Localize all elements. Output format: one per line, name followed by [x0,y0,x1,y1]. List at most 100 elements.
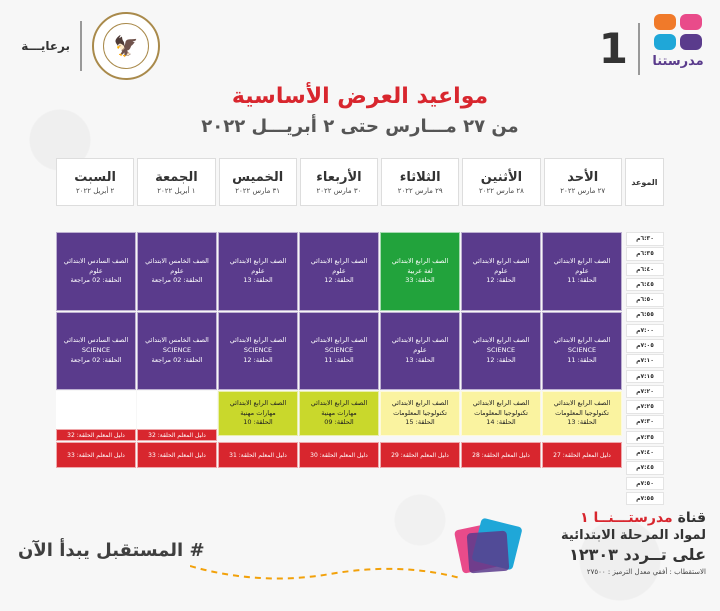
cell-episode: الحلقة: 02 مراجعة [70,276,122,285]
program-cell[interactable]: الصف الرابع الابتدائي SCIENCE الحلقة: 12 [218,312,298,390]
cell-episode: الحلقة: 15 [405,418,435,427]
time-slot: ٧:٢٥م [626,400,664,414]
cell-grade: الصف الخامس الابتدائي [145,336,209,345]
cell-episode: الحلقة: 10 [243,418,273,427]
cell-grade: الصف الرابع الابتدائي [391,256,449,265]
cell-grade: الصف الرابع الابتدائي [310,398,368,407]
cell-episode: الحلقة: 12 [243,355,273,364]
channel-frequency: على تــردد ١٢٣٠٣ [569,545,706,564]
program-cell[interactable]: الصف الرابع الابتدائي علوم الحلقة: 13 [380,312,460,390]
teacher-guide-cell[interactable]: دليل المعلم الحلقة: 30 [299,442,379,468]
teacher-guide-cell[interactable]: دليل المعلم الحلقة: 33 [137,442,217,468]
program-cell[interactable]: الصف الرابع الابتدائي تكنولوجيا المعلومات… [380,391,460,436]
cell-episode: الحلقة: 13 [405,355,435,364]
cell-episode: الحلقة: 02 مراجعة [151,276,203,285]
cell-episode: الحلقة: 13 [243,276,273,285]
cell-subject: SCIENCE [324,346,354,355]
program-cell[interactable]: الصف الرابع الابتدائي تكنولوجيا المعلومات… [461,391,541,436]
schedule-header-row: الموعد الأحد ٢٧ مارس ٢٠٢٢ الأثنين ٢٨ مارس … [55,158,664,206]
cell-subject: علوم [89,266,103,275]
teacher-guide-cell[interactable]: دليل المعلم الحلقة: 28 [461,442,541,468]
cell-grade: الصف الرابع الابتدائي [229,398,287,407]
cell-subject: SCIENCE [162,346,192,355]
cell-subject: مهارات مهنية [321,408,357,417]
program-cell[interactable]: الصف الرابع الابتدائي مهارات مهنية الحلقة:… [299,391,379,436]
time-slot: ٧:٠٠م [626,323,664,338]
cell-grade: الصف الرابع الابتدائي [229,336,287,345]
program-cell[interactable]: الصف الخامس الابتدائي علوم الحلقة: 02 مراج… [137,232,217,311]
time-slot: ٧:٢٠م [626,384,664,399]
program-cell[interactable]: الصف الرابع الابتدائي علوم الحلقة: 13 [218,232,298,311]
logo-tile [654,34,676,50]
program-cell[interactable]: الصف الرابع الابتدائي SCIENCE الحلقة: 12 [461,312,541,390]
cell-episode: الحلقة: 11 [567,276,597,285]
program-cell[interactable]: الصف الرابع الابتدائي علوم الحلقة: 12 [461,232,541,311]
cell-episode: الحلقة: 02 مراجعة [70,355,122,364]
logo-divider [638,23,640,75]
books-icon [454,518,522,574]
program-cell[interactable]: الصف السادس الابتدائي SCIENCE الحلقة: 02 م… [56,312,136,390]
teacher-guide-cell[interactable]: دليل المعلم الحلقة: 32 [56,429,136,441]
page-title: مواعيد العرض الأساسية [231,84,489,109]
ministry-emblem: 🦅 [92,12,160,80]
day-date: ١ أبريل ٢٠٢٢ [157,186,196,195]
cell-grade: الصف الرابع الابتدائي [553,336,611,345]
program-cell[interactable]: الصف الرابع الابتدائي علوم الحلقة: 12 [299,232,379,311]
logo-tile [654,14,676,30]
cell-subject: تكنولوجيا المعلومات [555,408,609,417]
cell-grade: الصف الرابع الابتدائي [229,256,287,265]
day-date: ٢٨ مارس ٢٠٢٢ [479,186,524,195]
program-cell[interactable]: الصف الرابع الابتدائي علوم الحلقة: 11 [542,232,622,311]
cell-subject: علوم [332,266,346,275]
cell-episode: الحلقة: 33 [405,276,435,285]
empty-cell [56,391,136,429]
time-slot: ٦:٥٠م [626,293,664,307]
channel-audience: لمواد المرحلة الابتدائية [561,528,706,543]
time-slot: ٦:٤٠م [626,262,664,277]
time-slot: ٧:١٥م [626,369,664,384]
cell-subject: تكنولوجيا المعلومات [393,408,447,417]
cell-subject: علوم [251,266,265,275]
program-cell[interactable]: الصف الرابع الابتدائي تكنولوجيا المعلومات… [542,391,622,436]
dashed-path-decoration [190,565,460,580]
schedule-table: الموعد الأحد ٢٧ مارس ٢٠٢٢ الأثنين ٢٨ مارس … [55,158,664,506]
teacher-guide-cell[interactable]: دليل المعلم الحلقة: 32 [137,429,217,441]
time-slot: ٧:١٠م [626,354,664,368]
program-cell[interactable]: الصف السادس الابتدائي علوم الحلقة: 02 مراج… [56,232,136,311]
cell-grade: الصف الرابع الابتدائي [553,398,611,407]
program-cell[interactable]: الصف الرابع الابتدائي مهارات مهنية الحلقة:… [218,391,298,436]
cell-grade: الصف الرابع الابتدائي [472,398,530,407]
time-slot: ٧:٥٠م [626,476,664,491]
time-column: ٦:٣٠م ٦:٣٥م ٦:٤٠م ٦:٤٥م ٦:٥٠م ٦:٥٥م ٧:٠٠… [626,232,664,507]
program-cell[interactable]: الصف الخامس الابتدائي SCIENCE الحلقة: 02 م… [137,312,217,390]
channel-name: مدرستـــنــا ١ [580,510,673,526]
program-cell[interactable]: الصف الرابع الابتدائي SCIENCE الحلقة: 11 [542,312,622,390]
cell-grade: الصف الرابع الابتدائي [472,336,530,345]
time-slot: ٧:٣٥م [626,430,664,445]
cell-subject: علوم [575,266,589,275]
cell-subject: علوم [170,266,184,275]
cell-grade: الصف الرابع الابتدائي [391,398,449,407]
day-name: الأربعاء [316,169,362,185]
time-slot: ٦:٣٥م [626,247,664,261]
channel-prefix: قناة [677,510,706,526]
time-slot: ٦:٤٥م [626,277,664,292]
day-header: الأثنين ٢٨ مارس ٢٠٢٢ [462,158,541,206]
teacher-guide-cell[interactable]: دليل المعلم الحلقة: 27 [542,442,622,468]
program-cell[interactable]: الصف الرابع الابتدائي SCIENCE الحلقة: 11 [299,312,379,390]
teacher-guide-cell[interactable]: دليل المعلم الحلقة: 29 [380,442,460,468]
channel-line: قناة مدرستـــنــا ١ [546,510,706,526]
cell-subject: تكنولوجيا المعلومات [474,408,528,417]
day-name: الخميس [232,169,284,185]
logo-tile [680,34,702,50]
program-cell[interactable]: الصف الرابع الابتدائي لغة عربية الحلقة: 33 [380,232,460,311]
header-divider [80,21,82,71]
time-column-header: الموعد [624,158,664,206]
teacher-guide-cell[interactable]: دليل المعلم الحلقة: 31 [218,442,298,468]
cell-grade: الصف الرابع الابتدائي [310,256,368,265]
day-date: ٢٧ مارس ٢٠٢٢ [560,186,606,195]
cell-grade: الصف الرابع الابتدائي [553,256,611,265]
time-slot: ٧:٠٥م [626,338,664,353]
cell-grade: الصف الرابع الابتدائي [391,336,449,345]
teacher-guide-cell[interactable]: دليل المعلم الحلقة: 33 [56,442,136,468]
